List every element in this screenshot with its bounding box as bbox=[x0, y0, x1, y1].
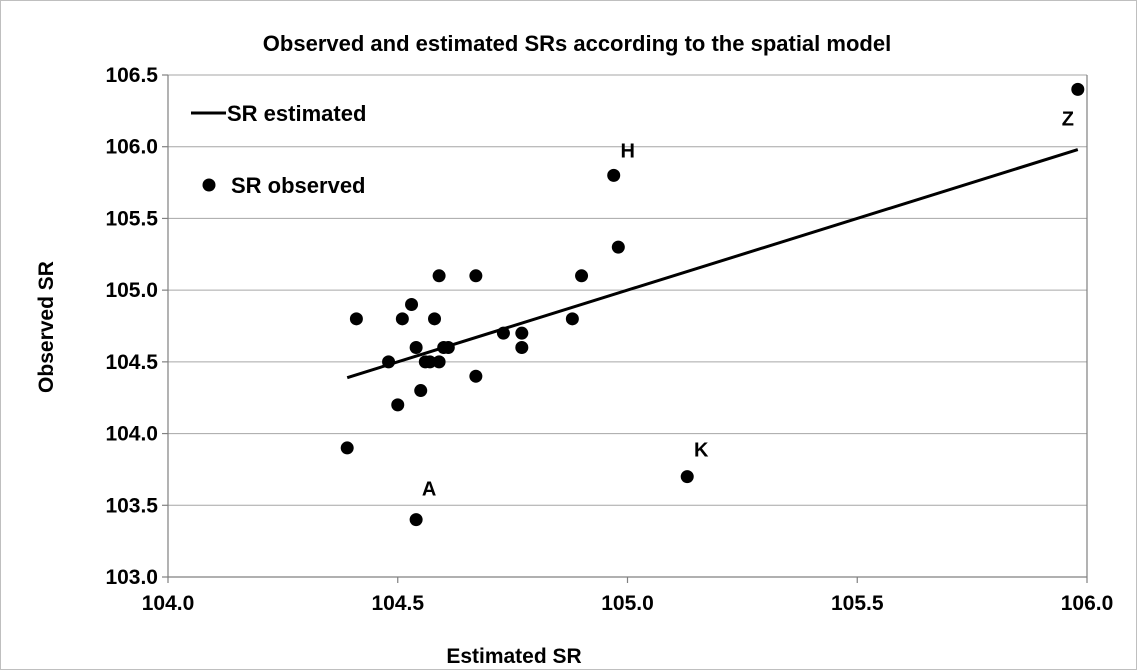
legend-label-observed: SR observed bbox=[231, 173, 366, 198]
data-point-sr-observed bbox=[515, 326, 529, 340]
data-point-sr-observed bbox=[349, 312, 363, 326]
data-point-sr-observed bbox=[496, 326, 510, 340]
data-point-sr-observed bbox=[469, 269, 483, 283]
y-tick-label: 105.5 bbox=[105, 207, 158, 230]
data-point-sr-observed bbox=[565, 312, 579, 326]
y-tick-label: 106.5 bbox=[105, 64, 158, 87]
y-tick-label: 103.5 bbox=[105, 494, 158, 517]
y-tick-label: 104.5 bbox=[105, 351, 158, 374]
data-point-sr-observed bbox=[405, 297, 419, 311]
data-point-sr-observed bbox=[607, 168, 621, 182]
point-label-z: Z bbox=[1062, 108, 1074, 130]
legend-dot-swatch bbox=[202, 178, 216, 192]
data-point-sr-observed bbox=[414, 384, 428, 398]
y-tick-label: 105.0 bbox=[105, 279, 158, 302]
data-point-sr-observed bbox=[469, 369, 483, 383]
data-point-sr-observed bbox=[441, 341, 455, 355]
chart-title: Observed and estimated SRs according to … bbox=[263, 31, 891, 56]
y-tick-label: 103.0 bbox=[105, 566, 158, 589]
data-point-sr-observed bbox=[515, 341, 529, 355]
data-point-sr-observed bbox=[611, 240, 625, 254]
series-line-sr-estimated bbox=[346, 148, 1079, 380]
data-point-sr-observed bbox=[395, 312, 409, 326]
data-point-sr-observed bbox=[409, 341, 423, 355]
data-point-sr-observed bbox=[340, 441, 354, 455]
data-point-sr-observed bbox=[428, 312, 442, 326]
axes bbox=[162, 74, 1088, 583]
data-point-sr-observed bbox=[432, 355, 446, 369]
plot-series bbox=[340, 82, 1085, 527]
x-tick-label: 104.5 bbox=[371, 592, 424, 615]
x-axis-title: Estimated SR bbox=[446, 645, 581, 668]
data-point-sr-observed bbox=[423, 355, 437, 369]
x-tick-label: 106.0 bbox=[1061, 592, 1114, 615]
data-point-sr-observed bbox=[391, 398, 405, 412]
data-point-sr-observed bbox=[575, 269, 589, 283]
legend-label-estimated: SR estimated bbox=[227, 101, 366, 126]
x-tick-label: 105.0 bbox=[601, 592, 654, 615]
point-label-a: A bbox=[422, 479, 436, 501]
data-point-sr-observed bbox=[1071, 82, 1085, 96]
y-tick-label: 106.0 bbox=[105, 136, 158, 159]
y-tick-label: 104.0 bbox=[105, 423, 158, 446]
point-label-k: K bbox=[694, 440, 709, 462]
x-tick-label: 104.0 bbox=[142, 592, 195, 615]
gridlines bbox=[168, 74, 1087, 506]
y-axis-title: Observed SR bbox=[35, 261, 58, 393]
legend: SR estimated SR observed bbox=[191, 101, 366, 198]
x-tick-label: 105.5 bbox=[831, 592, 884, 615]
data-point-sr-observed bbox=[680, 470, 694, 484]
data-point-sr-observed bbox=[382, 355, 396, 369]
point-label-h: H bbox=[620, 140, 634, 162]
point-annotations: A H K Z bbox=[422, 108, 1074, 500]
data-point-sr-observed bbox=[432, 269, 446, 283]
data-point-sr-observed bbox=[409, 513, 423, 527]
tick-labels: 103.0 103.5 104.0 104.5 105.0 105.5 106.0 106.5… bbox=[105, 64, 1113, 615]
